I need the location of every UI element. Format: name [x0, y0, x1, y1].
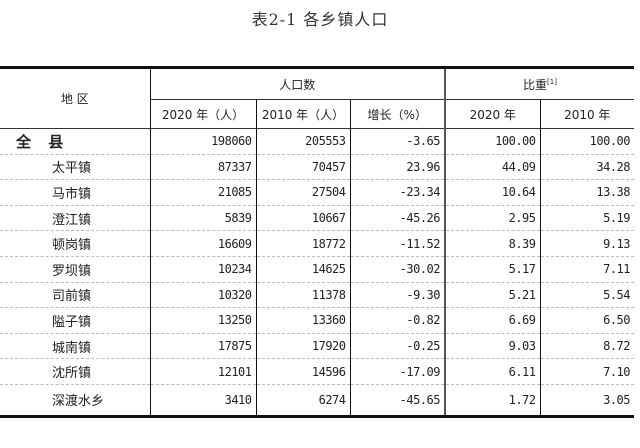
cell-p2020: 12101	[149, 358, 256, 385]
cell-growth: -45.26	[349, 205, 445, 232]
cell-p2010: 205553	[255, 128, 350, 155]
cell-p2020: 198060	[149, 128, 256, 155]
table-row: 太平镇 87337 70457 23.96 44.09 34.28	[0, 154, 634, 181]
region-name: 隘子镇	[0, 307, 150, 334]
cell-growth: 23.96	[349, 154, 445, 181]
cell-growth: -45.65	[349, 384, 445, 417]
cell-s2010: 13.38	[539, 179, 634, 206]
table-row: 司前镇 10320 11378 -9.30 5.21 5.54	[0, 282, 634, 309]
cell-s2020: 1.72	[444, 384, 540, 417]
cell-s2020: 9.03	[444, 333, 540, 360]
region-name: 司前镇	[0, 282, 150, 309]
header-growth: 增长（%）	[349, 99, 445, 129]
cell-p2010: 10667	[255, 205, 350, 232]
header-2020-pop: 2020 年（人）	[149, 99, 256, 129]
table-row: 隘子镇 13250 13360 -0.82 6.69 6.50	[0, 307, 634, 334]
cell-growth: -30.02	[349, 256, 445, 283]
cell-s2020: 10.64	[444, 179, 540, 206]
cell-s2010: 100.00	[539, 128, 634, 155]
table-row: 全 县 198060 205553 -3.65 100.00 100.00	[0, 128, 634, 155]
table-row: 沈所镇 12101 14596 -17.09 6.11 7.10	[0, 358, 634, 385]
cell-growth: -9.30	[349, 282, 445, 309]
cell-growth: -23.34	[349, 179, 445, 206]
cell-p2010: 18772	[255, 230, 350, 257]
cell-s2010: 3.05	[539, 384, 634, 417]
cell-growth: -17.09	[349, 358, 445, 385]
cell-p2010: 17920	[255, 333, 350, 360]
table-row: 罗坝镇 10234 14625 -30.02 5.17 7.11	[0, 256, 634, 283]
region-name: 马市镇	[0, 179, 150, 206]
region-name: 顿岗镇	[0, 230, 150, 257]
cell-s2020: 44.09	[444, 154, 540, 181]
cell-p2020: 13250	[149, 307, 256, 334]
cell-p2010: 11378	[255, 282, 350, 309]
cell-s2020: 5.17	[444, 256, 540, 283]
region-name: 城南镇	[0, 333, 150, 360]
cell-p2020: 10234	[149, 256, 256, 283]
header-population: 人口数	[149, 67, 445, 100]
table-row: 城南镇 17875 17920 -0.25 9.03 8.72	[0, 333, 634, 360]
cell-p2020: 17875	[149, 333, 256, 360]
region-name: 全 县	[0, 128, 150, 155]
cell-growth: -0.25	[349, 333, 445, 360]
cell-s2010: 7.10	[539, 358, 634, 385]
cell-s2010: 9.13	[539, 230, 634, 257]
region-name: 罗坝镇	[0, 256, 150, 283]
table-title: 表2-1 各乡镇人口	[251, 10, 389, 29]
cell-growth: -3.65	[349, 128, 445, 155]
cell-p2010: 6274	[255, 384, 350, 417]
table-row: 深渡水乡 3410 6274 -45.65 1.72 3.05	[0, 384, 634, 417]
population-table: 地 区 人口数 比重[1] 2020 年（人） 2010 年（人） 增长（%） …	[0, 66, 634, 418]
cell-p2020: 5839	[149, 205, 256, 232]
cell-p2020: 16609	[149, 230, 256, 257]
cell-s2020: 100.00	[444, 128, 540, 155]
table-row: 顿岗镇 16609 18772 -11.52 8.39 9.13	[0, 230, 634, 257]
table-row: 澄江镇 5839 10667 -45.26 2.95 5.19	[0, 205, 634, 232]
cell-s2020: 5.21	[444, 282, 540, 309]
cell-p2010: 13360	[255, 307, 350, 334]
cell-s2010: 5.54	[539, 282, 634, 309]
table-row: 马市镇 21085 27504 -23.34 10.64 13.38	[0, 179, 634, 206]
header-2010-share: 2010 年	[539, 99, 634, 129]
cell-s2010: 34.28	[539, 154, 634, 181]
cell-s2010: 5.19	[539, 205, 634, 232]
cell-p2020: 3410	[149, 384, 256, 417]
cell-p2010: 27504	[255, 179, 350, 206]
cell-p2020: 21085	[149, 179, 256, 206]
footnote-marker: [1]	[547, 77, 557, 86]
cell-s2020: 6.11	[444, 358, 540, 385]
header-share: 比重[1]	[444, 67, 634, 100]
cell-s2020: 6.69	[444, 307, 540, 334]
region-name: 澄江镇	[0, 205, 150, 232]
cell-s2020: 2.95	[444, 205, 540, 232]
cell-growth: -0.82	[349, 307, 445, 334]
cell-s2010: 8.72	[539, 333, 634, 360]
cell-s2010: 6.50	[539, 307, 634, 334]
cell-s2010: 7.11	[539, 256, 634, 283]
region-name: 深渡水乡	[52, 394, 105, 410]
cell-p2010: 70457	[255, 154, 350, 181]
cell-s2020: 8.39	[444, 230, 540, 257]
cell-p2020: 87337	[149, 154, 256, 181]
region-name: 沈所镇	[0, 358, 150, 385]
header-2010-pop: 2010 年（人）	[255, 99, 350, 129]
header-region: 地 区	[0, 67, 150, 129]
cell-p2010: 14596	[255, 358, 350, 385]
header-2020-share: 2020 年	[444, 99, 540, 129]
cell-p2020: 10320	[149, 282, 256, 309]
cell-growth: -11.52	[349, 230, 445, 257]
region-name: 太平镇	[0, 154, 150, 181]
cell-p2010: 14625	[255, 256, 350, 283]
